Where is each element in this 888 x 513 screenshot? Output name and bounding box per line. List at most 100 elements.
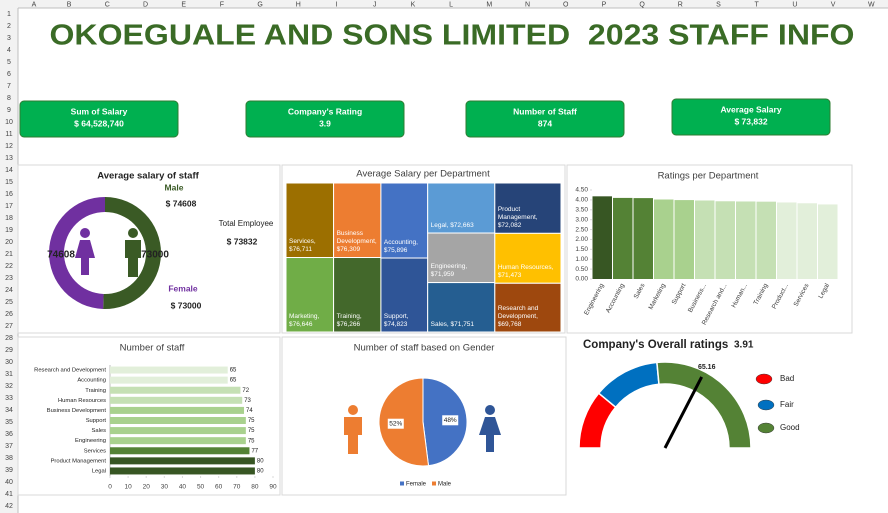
column-header: Q	[639, 1, 645, 8]
y-tick-label: Support	[86, 418, 107, 424]
cell-label: Training, $76,266	[336, 312, 362, 328]
y-tick-label: Business Development	[47, 408, 107, 414]
legend-swatch	[755, 373, 773, 385]
bar	[110, 396, 243, 404]
y-tick-label: 0.50	[575, 266, 588, 273]
x-tick-label: 30	[161, 484, 169, 491]
y-tick-label: Training	[85, 388, 106, 394]
column-header: H	[296, 1, 301, 8]
data-label: 75	[248, 418, 255, 424]
treemap-cell	[333, 257, 382, 333]
treemap-cell	[494, 232, 562, 284]
chart-title: Average Salary per Department	[356, 169, 490, 180]
cell-label-box: Legal, $72,663	[431, 222, 474, 229]
data-label: 77	[251, 448, 258, 454]
treemap-cell	[427, 282, 496, 333]
data-label: 73000	[141, 250, 169, 261]
kpi-label: Average Salary	[720, 104, 781, 114]
column-header: A	[32, 1, 37, 8]
cell-label: Business Development, $76,309	[336, 230, 377, 254]
y-tick-label: Legal	[92, 468, 106, 474]
y-tick-label: Human Resources	[58, 398, 106, 404]
bar	[110, 437, 246, 445]
bar	[715, 201, 735, 279]
treemap-cell	[427, 232, 496, 284]
cell-label-box: Product Management, $72,082	[498, 206, 538, 229]
bar	[110, 457, 255, 465]
row-header: 40	[5, 479, 13, 486]
row-header: 22	[5, 263, 13, 270]
column-header: J	[373, 1, 377, 8]
y-tick-label: 2.00	[575, 236, 588, 243]
bar	[674, 200, 694, 279]
chart-title: Number of staff	[120, 343, 185, 354]
x-tick-label: 40	[179, 484, 187, 491]
row-header: 31	[5, 371, 13, 378]
x-tick-label: 60	[215, 484, 223, 491]
cell-label-box: Engineering, $71,959	[431, 263, 468, 278]
chart-title: Company's Overall ratings	[583, 339, 728, 351]
legend-label: Female	[168, 283, 198, 293]
kpi-label: Sum of Salary	[71, 106, 128, 116]
cell-label: Human Resources, $71,473	[497, 264, 554, 280]
column-header: V	[831, 1, 836, 8]
row-header: 13	[5, 155, 13, 162]
cell-label: Marketing, $76,646	[289, 312, 320, 328]
column-header: R	[678, 1, 683, 8]
cell-label-box: Support, $74,823	[384, 313, 409, 328]
treemap-cell	[333, 182, 382, 259]
y-tick-label: 3.50	[575, 206, 588, 213]
bar	[110, 376, 228, 384]
row-header: 15	[5, 179, 13, 186]
legend-swatch	[432, 481, 437, 486]
legend-label: Female	[406, 482, 427, 488]
row-header: 26	[5, 311, 13, 318]
data-label: 80	[257, 469, 264, 475]
row-header: 12	[5, 143, 13, 150]
kpi-label: Number of Staff	[513, 106, 577, 116]
y-tick-label: 3.00	[575, 216, 588, 223]
column-header: I	[336, 1, 338, 8]
column-header: E	[181, 1, 186, 8]
row-header: 35	[5, 419, 13, 426]
row-header: 23	[5, 275, 13, 282]
row-header: 10	[5, 119, 13, 126]
data-label: 65	[230, 378, 237, 384]
row-header: 18	[5, 215, 13, 222]
y-tick-label: 0.00	[575, 276, 588, 283]
x-tick-label: 50	[197, 484, 205, 491]
row-header: 41	[5, 491, 13, 498]
donut-segment	[49, 197, 105, 309]
bar	[110, 417, 246, 424]
donut-segment	[103, 197, 162, 309]
icon-head	[128, 228, 138, 238]
column-header: W	[868, 1, 875, 8]
bar	[756, 201, 776, 279]
y-tick-label: Engineering	[75, 438, 106, 444]
row-header: 28	[5, 335, 13, 342]
kpi-label: Company's Rating	[288, 106, 362, 116]
bar	[613, 197, 633, 279]
cell-label-box: Research and Development, $69,768	[498, 305, 538, 328]
row-header: 30	[5, 359, 13, 366]
data-label: 72	[242, 388, 249, 394]
row-header-bar	[0, 8, 18, 513]
row-header: 27	[5, 323, 13, 330]
male-icon	[125, 228, 141, 277]
row-header: 5	[7, 59, 11, 66]
data-label: 75	[248, 438, 255, 444]
value-label: $ 73000	[171, 300, 202, 310]
row-header: 36	[5, 431, 13, 438]
treemap-cell	[285, 257, 335, 333]
kpi-card	[245, 100, 405, 138]
kpi-value: $ 73,832	[734, 116, 767, 126]
treemap-cell	[285, 182, 335, 259]
icon-head	[485, 405, 495, 415]
data-label-box	[387, 418, 404, 429]
column-header: C	[105, 1, 110, 8]
row-header: 8	[7, 95, 11, 102]
y-tick-label: 1.50	[575, 246, 588, 253]
legend-label: Fair	[780, 400, 794, 409]
data-label: 74608	[47, 250, 75, 261]
icon-head	[80, 228, 90, 238]
